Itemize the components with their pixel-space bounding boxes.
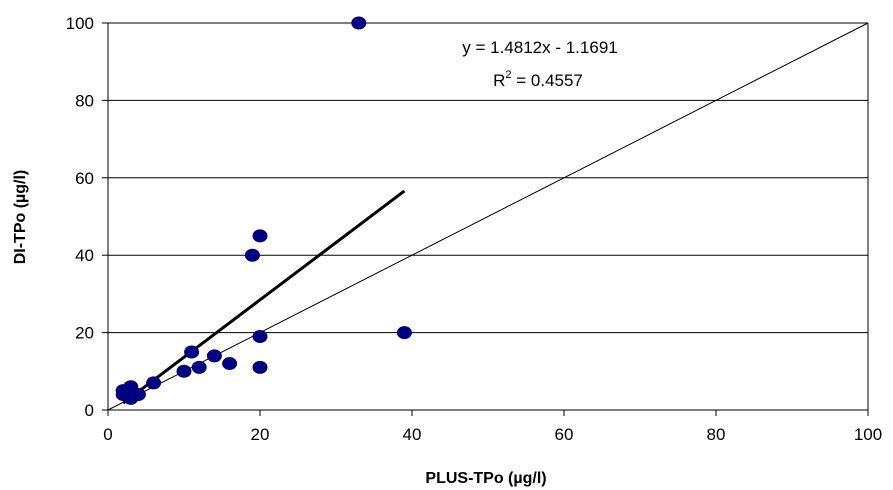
data-point: [396, 326, 412, 340]
data-point: [351, 16, 367, 30]
data-point: [222, 357, 238, 371]
y-axis-title: DI-TPo (µg/l): [12, 170, 29, 265]
y-tick-label-20: 20: [75, 324, 94, 343]
data-point: [130, 388, 146, 402]
x-tick-label-80: 80: [707, 425, 726, 444]
x-tick-label-100: 100: [854, 425, 882, 444]
regression-equation: y = 1.4812x - 1.1691: [462, 38, 617, 57]
data-point: [252, 360, 268, 374]
x-tick-label-40: 40: [403, 425, 422, 444]
r-squared-value: = 0.4557: [512, 71, 583, 90]
x-tick-label-20: 20: [251, 425, 270, 444]
y-tick-label-60: 60: [75, 169, 94, 188]
data-point: [184, 345, 200, 359]
fit-lines: [107, 22, 869, 411]
axes: [102, 22, 869, 416]
data-points: [115, 16, 412, 405]
data-point: [206, 349, 222, 363]
one-to-one-line: [107, 22, 869, 411]
y-tick-label-100: 100: [66, 14, 94, 33]
gridlines: [108, 22, 869, 410]
y-tick-label-80: 80: [75, 91, 94, 110]
data-point: [191, 360, 207, 374]
data-point: [176, 364, 192, 378]
r-squared-prefix: R: [493, 71, 505, 90]
data-point: [244, 248, 260, 262]
regression-line: [122, 189, 406, 405]
data-point: [252, 229, 268, 243]
x-tick-label-0: 0: [103, 425, 112, 444]
y-tick-label-40: 40: [75, 246, 94, 265]
data-point: [252, 329, 268, 343]
r-squared-label: R2 = 0.4557: [493, 69, 583, 90]
tick-labels: 0 20 40 60 80 100 0 20 40 60 80 100: [66, 14, 883, 444]
data-point: [146, 376, 162, 390]
x-tick-label-60: 60: [555, 425, 574, 444]
y-tick-label-0: 0: [85, 401, 94, 420]
x-axis-title: PLUS-TPo (µg/l): [425, 470, 546, 487]
r-squared-superscript: 2: [505, 69, 511, 81]
